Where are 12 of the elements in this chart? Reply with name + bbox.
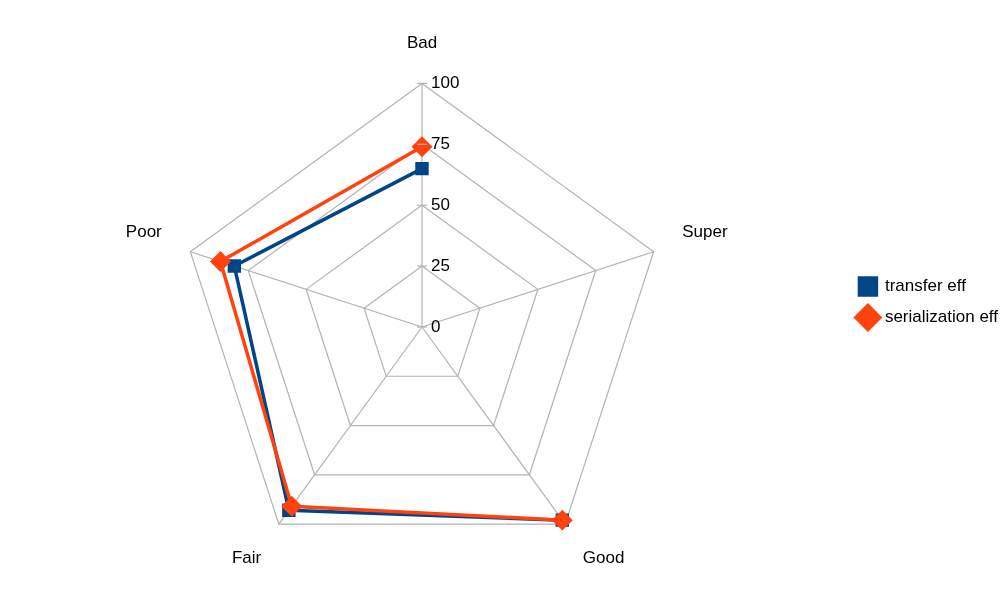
y-tick-label: 75 bbox=[431, 133, 450, 153]
y-tick-label: 50 bbox=[431, 194, 450, 214]
spoke-label: Super bbox=[682, 221, 728, 241]
spoke-label: Good bbox=[582, 548, 625, 568]
y-tick-label: 100 bbox=[431, 73, 460, 93]
spoke-label: Bad bbox=[406, 32, 438, 52]
y-tick-label: 25 bbox=[431, 255, 450, 275]
legend-label: serialization eff bbox=[884, 307, 999, 327]
spoke-label: Poor bbox=[125, 221, 163, 241]
y-tick-label: 0 bbox=[431, 316, 441, 336]
spoke-label: Fair bbox=[231, 548, 262, 568]
legend-label: transfer eff bbox=[884, 276, 967, 296]
